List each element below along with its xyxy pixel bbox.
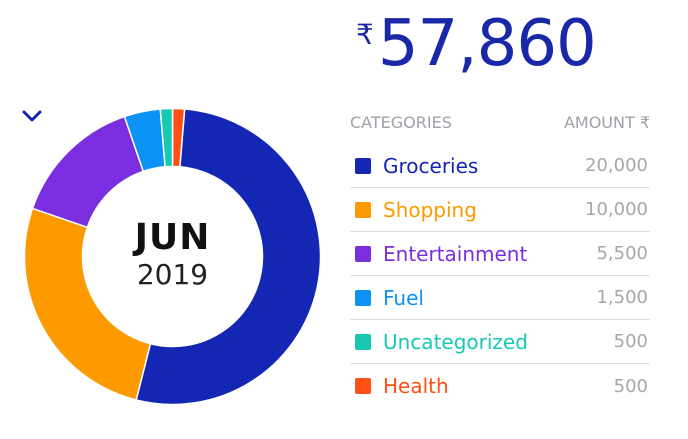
donut-chart-svg: [23, 107, 322, 406]
period-year: 2019: [136, 257, 209, 291]
category-swatch: [355, 289, 371, 306]
category-amount: 5,500: [596, 243, 648, 264]
category-table: CATEGORIES AMOUNT ₹ Groceries 20,000 Shopp…: [350, 110, 650, 408]
category-swatch: [355, 201, 371, 218]
category-row[interactable]: Fuel 1,500: [350, 276, 650, 320]
donut-slice-shopping[interactable]: [23, 207, 152, 401]
header-amount: AMOUNT ₹: [563, 113, 650, 132]
category-row[interactable]: Shopping 10,000: [350, 188, 650, 232]
category-amount: 500: [613, 331, 648, 352]
chevron-down-icon[interactable]: [20, 108, 44, 124]
total-value: 57,860: [377, 7, 597, 81]
category-row[interactable]: Health 500: [350, 364, 650, 408]
period-selector[interactable]: JUN 2019: [20, 104, 325, 409]
table-header: CATEGORIES AMOUNT ₹: [350, 110, 650, 136]
category-name: Shopping: [383, 197, 477, 222]
category-name: Uncategorized: [383, 329, 528, 354]
category-list: Groceries 20,000 Shopping 10,000 Entertainme…: [350, 144, 650, 408]
total-amount: ₹ 57,860: [356, 6, 597, 82]
category-name: Entertainment: [383, 241, 528, 266]
donut-chart: JUN 2019: [20, 104, 325, 409]
category-name: Fuel: [383, 285, 424, 310]
category-swatch: [355, 333, 371, 350]
period-month: JUN: [134, 216, 211, 258]
category-row[interactable]: Groceries 20,000: [350, 144, 650, 188]
category-swatch: [355, 245, 371, 262]
category-amount: 10,000: [585, 199, 648, 220]
category-row[interactable]: Uncategorized 500: [350, 320, 650, 364]
donut-slice-groceries[interactable]: [135, 108, 322, 406]
category-swatch: [355, 157, 371, 174]
category-amount: 20,000: [585, 155, 648, 176]
category-name: Groceries: [383, 153, 479, 178]
category-name: Health: [383, 374, 449, 398]
category-swatch: [355, 378, 371, 394]
donut-slice-uncategorized[interactable]: [159, 107, 174, 168]
category-amount: 500: [613, 375, 648, 397]
header-categories: CATEGORIES: [350, 113, 452, 132]
currency-symbol: ₹: [356, 18, 374, 51]
category-row[interactable]: Entertainment 5,500: [350, 232, 650, 276]
category-amount: 1,500: [596, 287, 648, 308]
